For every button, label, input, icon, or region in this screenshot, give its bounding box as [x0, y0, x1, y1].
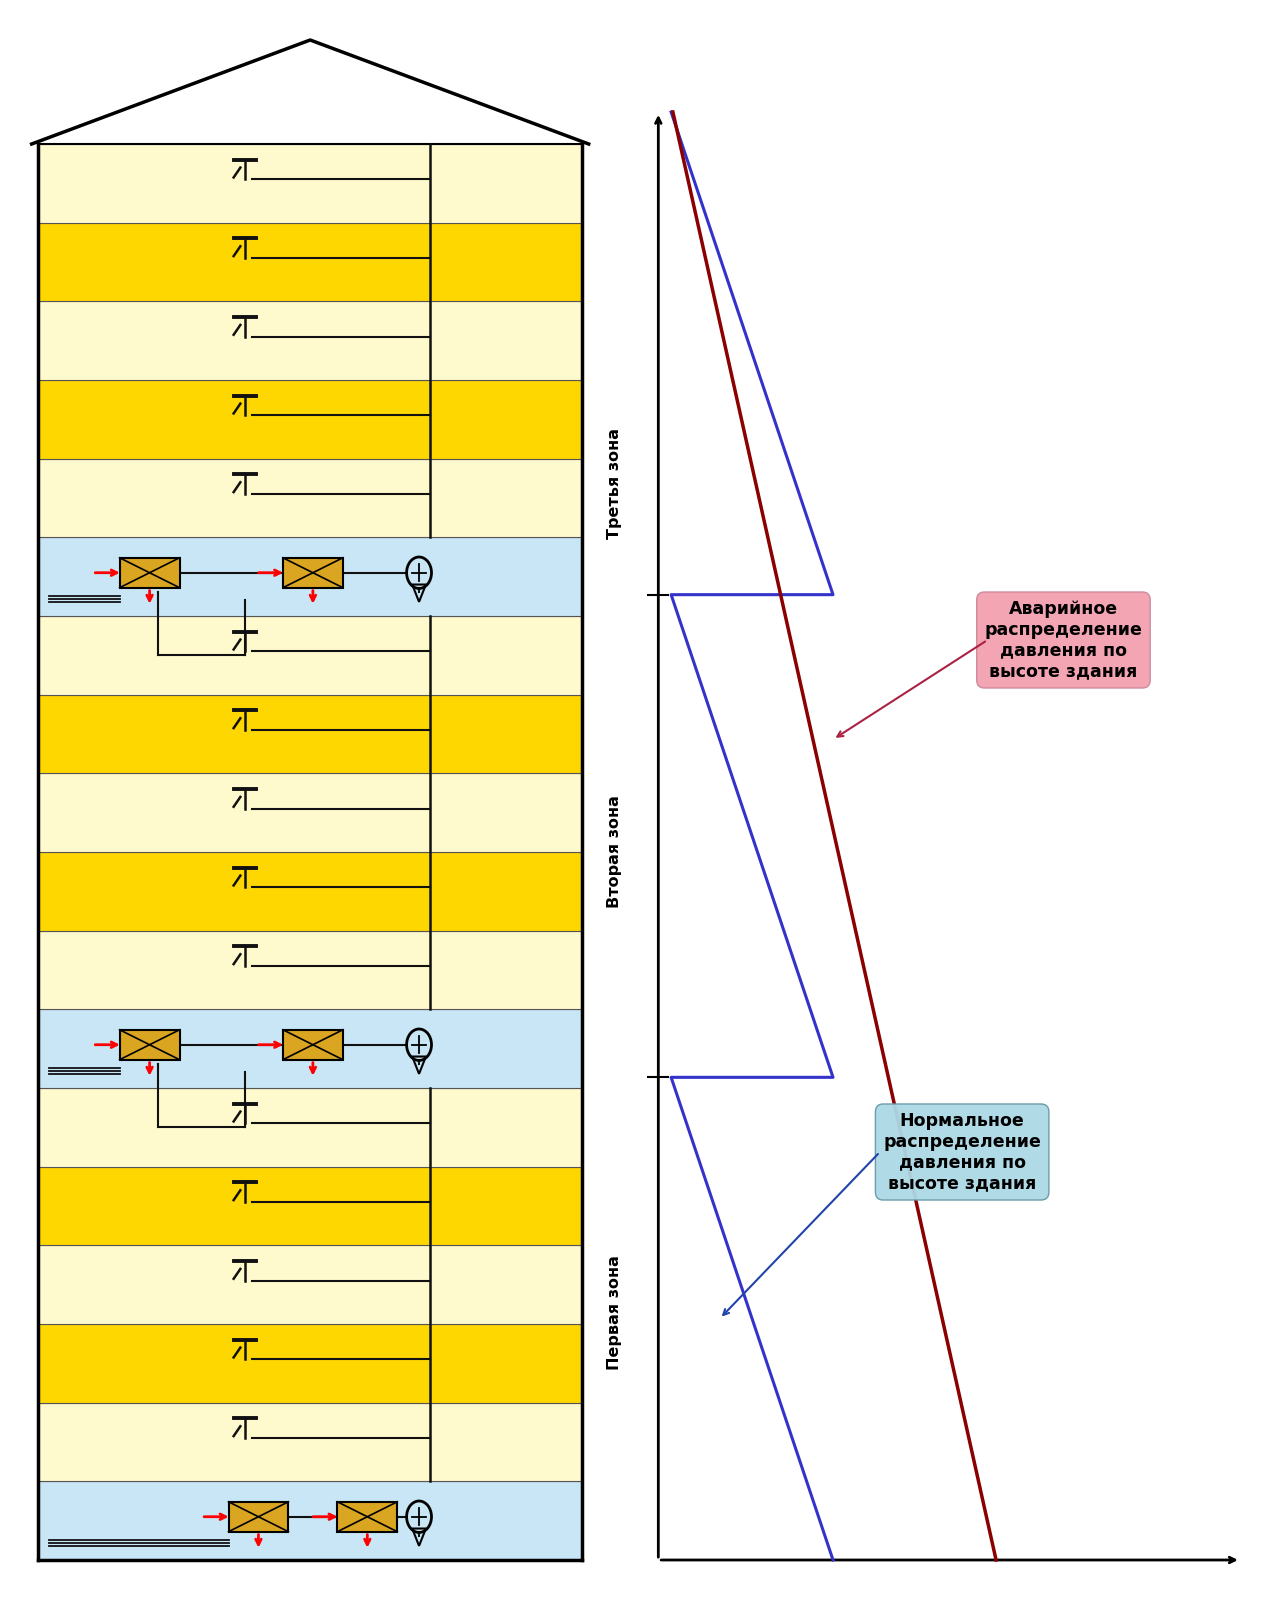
Bar [119, 1030, 180, 1059]
Bar [38, 144, 582, 222]
Bar [38, 301, 582, 379]
Bar [38, 616, 582, 694]
Bar [38, 1325, 582, 1403]
Bar [38, 931, 582, 1010]
Bar [119, 558, 180, 587]
Bar [284, 1030, 343, 1059]
Text: Нормальное
распределение
давления по
высоте здания: Нормальное распределение давления по выс… [884, 1112, 1041, 1192]
Bar [38, 773, 582, 851]
Bar [38, 694, 582, 773]
Bar [38, 1088, 582, 1166]
Bar [38, 1166, 582, 1245]
Bar [38, 222, 582, 301]
Bar [38, 1403, 582, 1482]
Bar [38, 851, 582, 931]
Bar [38, 1482, 582, 1560]
Text: Первая зона: Первая зона [606, 1254, 622, 1370]
Bar [38, 1010, 582, 1088]
Bar [38, 459, 582, 538]
Text: Третья зона: Третья зона [606, 429, 622, 539]
Bar [38, 379, 582, 459]
Text: Аварийное
распределение
давления по
высоте здания: Аварийное распределение давления по высо… [985, 600, 1142, 680]
Bar [338, 1502, 398, 1531]
Bar [38, 538, 582, 616]
Bar [38, 1245, 582, 1325]
Bar [228, 1502, 289, 1531]
Bar [284, 558, 343, 587]
Text: Вторая зона: Вторая зона [606, 795, 622, 909]
